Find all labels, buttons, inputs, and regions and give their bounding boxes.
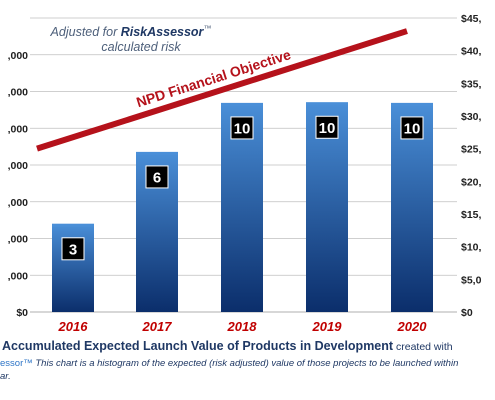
left-tick-label: ,000 — [8, 160, 29, 172]
bar-data-label: 10 — [234, 120, 251, 137]
accumulated-value-chart: $0 ,000 ,000 ,000 ,000 ,000 ,000 ,000 $0 $5,0 $10… — [8, 13, 482, 334]
caption-brand: essor™ — [0, 358, 33, 369]
right-tick-label: $15, — [461, 209, 482, 221]
x-tick-label: 2018 — [227, 319, 258, 334]
right-tick-label: $5,0 — [461, 274, 482, 286]
right-tick-label: $0 — [461, 307, 473, 319]
objective-label: NPD Financial Objective — [134, 46, 293, 110]
bar-top-highlight — [221, 102, 263, 106]
annotation-line-2: calculated risk — [101, 40, 181, 54]
left-tick-label: ,000 — [8, 270, 29, 282]
caption-description-end: ar. — [0, 371, 11, 382]
x-tick-label: 2016 — [58, 319, 89, 334]
bars: 3 6 10 10 10 — [52, 102, 433, 312]
caption-description-text: This chart is a histogram of the expecte… — [32, 358, 459, 369]
left-tick-label: ,000 — [8, 50, 29, 62]
x-tick-label: 2019 — [312, 319, 343, 334]
caption-title: Accumulated Expected Launch Value of Pro… — [2, 338, 495, 355]
left-tick-label: $0 — [16, 307, 28, 319]
bar-data-label: 10 — [404, 120, 421, 137]
caption-description: essor™ This chart is a histogram of the … — [0, 357, 495, 370]
right-tick-label: $10, — [461, 242, 482, 254]
bar-top-highlight — [52, 223, 94, 227]
objective-line — [36, 28, 408, 152]
left-tick-label: ,000 — [8, 87, 29, 99]
left-tick-label: ,000 — [8, 234, 29, 246]
bar-data-label-box — [400, 116, 424, 140]
bar-top-highlight — [391, 102, 433, 106]
caption-title-text: Accumulated Expected Launch Value of Pro… — [2, 339, 394, 353]
right-tick-label: $35, — [461, 78, 482, 90]
bar-data-label: 10 — [319, 120, 336, 137]
bar — [52, 223, 94, 312]
left-axis-tick-labels: $0 ,000 ,000 ,000 ,000 ,000 ,000 ,000 — [8, 50, 29, 319]
right-tick-label: $20, — [461, 176, 482, 188]
bar-top-highlight — [136, 151, 178, 155]
right-tick-label: $25, — [461, 144, 482, 156]
x-tick-label: 2020 — [397, 319, 428, 334]
bar-data-label: 3 — [69, 241, 77, 258]
left-tick-label: ,000 — [8, 123, 29, 135]
bar-data-label-box — [315, 115, 339, 139]
x-axis-tick-labels: 2016 2017 2018 2019 2020 — [58, 319, 428, 334]
bar-top-highlight — [306, 102, 348, 106]
chart-caption: Accumulated Expected Launch Value of Pro… — [0, 338, 495, 383]
right-tick-label: $45, — [461, 13, 482, 25]
right-axis-tick-labels: $0 $5,0 $10, $15, $20, $25, $30, $35, $40, $45, — [461, 13, 482, 319]
annotation-line-1: Adjusted for RiskAssessor™ — [50, 24, 212, 39]
right-tick-label: $40, — [461, 46, 482, 58]
caption-title-suffix: created with — [393, 341, 453, 353]
bar-data-label: 6 — [153, 169, 161, 186]
right-tick-label: $30, — [461, 111, 482, 123]
left-tick-label: ,000 — [8, 197, 29, 209]
bar-data-label-box — [61, 237, 85, 261]
bar-data-label-box — [230, 116, 254, 140]
x-tick-label: 2017 — [142, 319, 173, 334]
bar-data-label-box — [145, 165, 169, 189]
